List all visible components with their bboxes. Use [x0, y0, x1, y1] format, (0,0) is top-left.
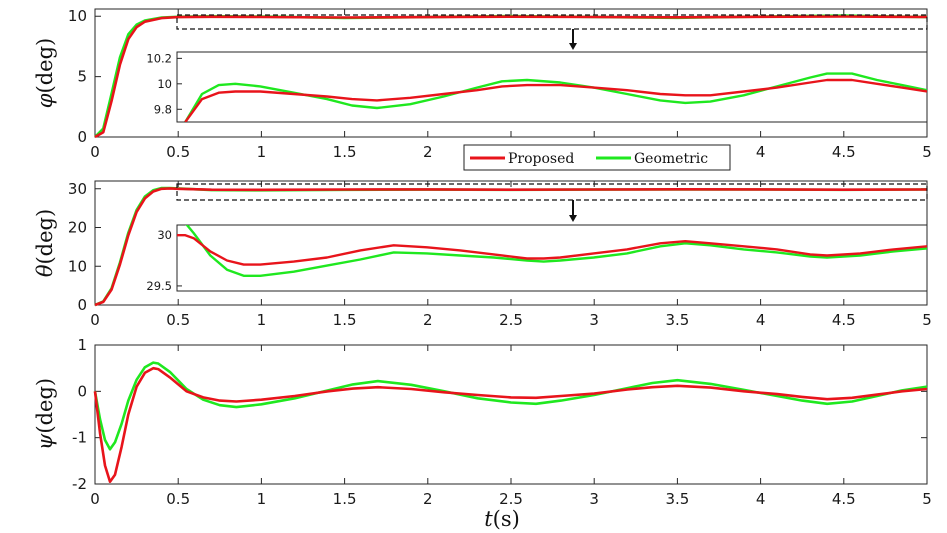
theta-inset-series-proposed [177, 233, 927, 266]
phi-inset-ytick-label: 10 [157, 77, 172, 91]
theta-zoom-arrow-head [569, 215, 577, 222]
psi-xtick-label: 2 [423, 490, 433, 508]
phi-inset-series-geometric [184, 72, 927, 122]
theta-xtick-label: 2 [423, 311, 433, 329]
psi-ytick-label: 1 [77, 336, 87, 354]
phi-ytick-label: 10 [68, 7, 87, 25]
theta-xtick-label: 3 [589, 311, 599, 329]
phi-ytick-label: 5 [77, 68, 87, 86]
theta-ylabel-symbol: θ [33, 264, 57, 277]
psi-xtick-label: 5 [922, 490, 932, 508]
psi-xtick-label: 3.5 [665, 490, 689, 508]
phi-inset-ytick-label: 10.2 [146, 51, 172, 65]
phi-panel: φ(deg) 00.511.522.533.544.5505109.81010.… [33, 7, 932, 161]
psi-ytick-label: -1 [72, 429, 87, 447]
theta-inset-ytick-label: 30 [157, 228, 172, 242]
phi-xtick-label: 1 [257, 143, 267, 161]
theta-xtick-label: 0.5 [166, 311, 190, 329]
theta-ytick-label: 20 [68, 219, 87, 237]
psi-ytick-label: -2 [72, 475, 87, 493]
theta-xtick-label: 5 [922, 311, 932, 329]
theta-zoom-region [176, 183, 928, 201]
legend-label-proposed: Proposed [508, 151, 574, 167]
phi-xtick-label: 4 [756, 143, 766, 161]
psi-series-proposed [93, 366, 928, 484]
psi-panel: ψ(deg) t(s) 0 0.5 1 1.5 2 2.5 3 3.5 4 4.5 5 -2 -1 0 1 [33, 336, 932, 531]
theta-inset: 29.5 30 [146, 224, 928, 293]
phi-xtick-label: 0 [90, 143, 100, 161]
theta-inset-series-geometric [185, 225, 927, 277]
psi-xtick-label: 1.5 [333, 490, 357, 508]
phi-ytick-label: 0 [77, 128, 87, 146]
theta-ylabel: θ(deg) [33, 209, 57, 277]
phi-xtick-label: 5 [922, 143, 932, 161]
phi-zoom-arrow-head [569, 43, 577, 50]
phi-xtick-label: 4.5 [832, 143, 856, 161]
psi-xtick-label: 1 [257, 490, 267, 508]
theta-ytick-label: 10 [68, 257, 87, 275]
phi-ylabel-symbol: φ [33, 93, 57, 108]
psi-ylabel-unit: (deg) [33, 378, 57, 434]
phi-series-proposed [94, 15, 928, 139]
time-xlabel-symbol: t [484, 507, 493, 531]
theta-xtick-label: 1 [257, 311, 267, 329]
phi-ylabel-unit: (deg) [33, 38, 57, 94]
psi-xtick-label: 2.5 [499, 490, 523, 508]
phi-inset-ytick-label: 9.8 [154, 102, 172, 116]
psi-xtick-label: 0.5 [166, 490, 190, 508]
theta-xtick-label: 4 [756, 311, 766, 329]
theta-ylabel-unit: (deg) [33, 209, 57, 265]
phi-xtick-label: 2 [423, 143, 433, 161]
phi-inset: 9.8 10 10.2 [146, 51, 928, 123]
phi-inset-box [176, 51, 928, 123]
theta-inset-ytick-label: 29.5 [146, 279, 172, 293]
psi-axes-box [94, 344, 928, 485]
psi-ytick-label: 0 [77, 382, 87, 400]
theta-ytick-label: 30 [68, 180, 87, 198]
psi-series-geometric [93, 361, 928, 451]
psi-ylabel-symbol: ψ [33, 433, 57, 450]
phi-xtick-label: 1.5 [333, 143, 357, 161]
legend-label-geometric: Geometric [634, 151, 708, 167]
theta-xtick-label: 4.5 [832, 311, 856, 329]
theta-xtick-label: 1.5 [333, 311, 357, 329]
time-xlabel-unit: (s) [493, 507, 520, 531]
theta-xtick-label: 0 [90, 311, 100, 329]
psi-xtick-label: 3 [589, 490, 599, 508]
phi-xtick-label: 0.5 [166, 143, 190, 161]
psi-xtick-label: 4 [756, 490, 766, 508]
theta-ytick-label: 0 [77, 296, 87, 314]
time-xlabel: t(s) [484, 507, 520, 531]
psi-ylabel: ψ(deg) [33, 378, 57, 450]
psi-xtick-label: 0 [90, 490, 100, 508]
theta-xtick-label: 3.5 [665, 311, 689, 329]
phi-ylabel: φ(deg) [33, 38, 57, 108]
theta-series-proposed [94, 187, 928, 307]
theta-panel: θ(deg) 0 0.5 1 1.5 2 2.5 3 3.5 4 4.5 5 0 10 20 30 29.5 3… [33, 180, 932, 329]
phi-zoom-region [176, 14, 928, 30]
theta-xtick-label: 2.5 [499, 311, 523, 329]
legend: Proposed Geometric [463, 144, 731, 171]
psi-xtick-label: 4.5 [832, 490, 856, 508]
phi-inset-series-proposed [184, 78, 927, 122]
